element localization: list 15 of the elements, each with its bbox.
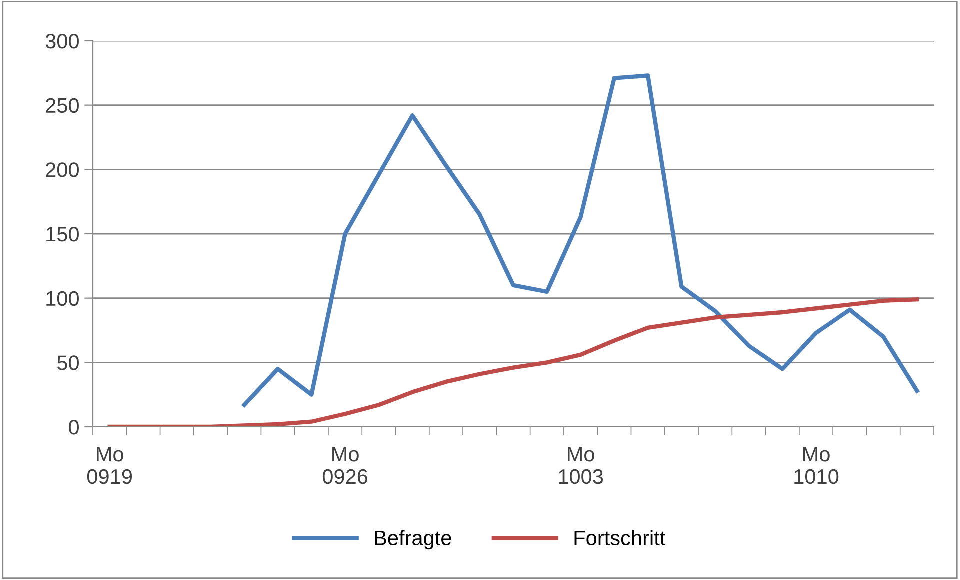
x-tick-label: Mo 1010 [794, 447, 839, 484]
y-tick-label: 50 [57, 356, 79, 370]
line-series [108, 298, 920, 427]
y-tick-label: 300 [46, 34, 79, 49]
legend-label: Befragte [375, 530, 452, 550]
y-tick-label: 250 [46, 98, 79, 114]
x-tick-label: Mo 0926 [322, 447, 368, 484]
y-tick-label: 0 [69, 420, 79, 435]
y-tick-label: 150 [46, 227, 79, 242]
legend-label: Fortschritt [574, 530, 666, 546]
y-tick-label: 200 [46, 162, 79, 178]
x-tick-label: Mo 1003 [559, 447, 604, 484]
y-tick-label: 100 [46, 291, 79, 306]
x-tick-label: Mo 0919 [87, 447, 132, 484]
line-series [242, 74, 920, 408]
